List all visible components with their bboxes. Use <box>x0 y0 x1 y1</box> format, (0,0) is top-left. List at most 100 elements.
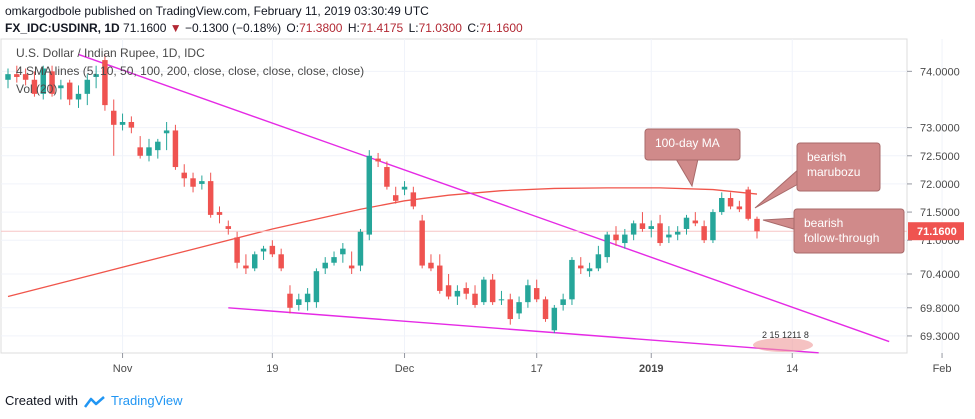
candle-body <box>269 245 276 255</box>
candle-body <box>225 226 232 229</box>
candle-body <box>75 93 82 100</box>
candle <box>586 262 593 277</box>
candle-body <box>49 71 55 94</box>
trendline <box>228 307 819 354</box>
x-tick-label: 14 <box>786 363 798 375</box>
candle <box>674 226 681 241</box>
candle <box>401 181 408 196</box>
candle <box>260 245 267 260</box>
candle <box>507 293 514 325</box>
candle <box>75 85 82 108</box>
y-tick-label: 71.5000 <box>920 207 960 219</box>
candle-body <box>648 226 654 229</box>
candle-body <box>278 254 284 269</box>
candle-body <box>481 279 487 303</box>
author[interactable]: omkargodbole <box>5 4 82 18</box>
candle <box>489 274 496 305</box>
x-tick-label: 19 <box>266 363 278 375</box>
candle <box>622 228 628 249</box>
x-tick-label: 17 <box>531 363 543 375</box>
candle <box>445 274 452 300</box>
change: −0.1300 (−0.18%) <box>185 21 282 35</box>
candle-body <box>463 288 469 294</box>
candle <box>569 257 575 305</box>
candle <box>692 212 699 227</box>
last-price: 71.1600 <box>123 21 167 35</box>
candle <box>40 65 46 100</box>
candle <box>357 228 364 272</box>
candle-body <box>31 79 38 94</box>
candle-body <box>419 220 425 266</box>
grid <box>1 39 943 353</box>
candle-body <box>428 262 434 269</box>
candle <box>22 68 29 86</box>
candle-body <box>710 212 716 241</box>
candle-body <box>392 195 399 201</box>
ohlc-header: FX_IDC:USDINR, 1D 71.1600 ▼ −0.1300 (−0.… <box>5 21 523 35</box>
candle <box>525 279 531 308</box>
last-price-tag <box>908 222 964 241</box>
candle <box>410 186 417 210</box>
close-value: 71.1600 <box>479 21 523 35</box>
events-label: 2 15 1211 8 <box>762 330 809 340</box>
events-marker <box>753 338 813 352</box>
legend-title: U.S. Dollar / Indian Rupee, 1D, IDC <box>16 46 205 60</box>
candle-body <box>93 74 99 77</box>
candle <box>481 276 487 305</box>
candle-body <box>560 299 566 305</box>
candle <box>66 79 73 106</box>
candle-body <box>296 299 302 305</box>
candles <box>5 54 760 334</box>
candle-body <box>348 265 355 269</box>
candle-body <box>128 122 135 128</box>
candle-body <box>84 79 91 94</box>
candle <box>31 71 38 97</box>
ma-line <box>7 187 758 298</box>
candle-body <box>216 212 223 215</box>
open-value: 71.3800 <box>299 21 343 35</box>
callout-text: follow-through <box>804 231 879 245</box>
publish-info: omkargodbole published on TradingView.co… <box>5 4 429 18</box>
candle-body <box>172 130 179 168</box>
callout-text: bearish <box>807 150 846 164</box>
tradingview-brand[interactable]: TradingView <box>111 393 183 408</box>
candle-body <box>5 74 11 80</box>
candle-body <box>260 248 267 252</box>
candle <box>304 288 311 311</box>
candle-body <box>666 234 672 238</box>
candle-body <box>727 198 734 207</box>
candle <box>648 220 654 238</box>
candle-body <box>163 130 170 134</box>
candle <box>348 251 355 274</box>
candle <box>710 209 716 244</box>
x-tick-label: Dec <box>395 363 415 375</box>
ma-100-line <box>7 187 758 298</box>
candle-body <box>234 237 240 263</box>
candle <box>181 164 187 187</box>
candle <box>384 161 390 190</box>
candle-body <box>489 279 496 303</box>
candle-body <box>507 299 514 320</box>
candle-body <box>719 198 725 213</box>
candle-body <box>58 85 64 89</box>
candle <box>84 74 91 106</box>
candle <box>296 293 302 311</box>
candle-body <box>357 231 364 266</box>
y-tick-label: 70.4000 <box>920 269 960 281</box>
candle-body <box>313 271 320 303</box>
candle <box>216 206 223 224</box>
candle-body <box>22 74 29 80</box>
low-value: 71.0300 <box>418 21 462 35</box>
price-chart[interactable]: 100-day MAbearishmarubozubearishfollow-t… <box>0 38 975 383</box>
candle-body <box>639 223 646 229</box>
legend-sma: 4 SMA lines (5, 10, 50, 100, 200, close,… <box>16 64 365 78</box>
candle <box>172 124 179 170</box>
candle <box>137 136 143 159</box>
candle-body <box>551 307 558 331</box>
candle-body <box>701 226 707 241</box>
candle-body <box>586 268 593 272</box>
candle <box>551 304 558 334</box>
candle-body <box>542 299 549 320</box>
callout-box <box>796 142 881 192</box>
candle <box>437 254 443 294</box>
